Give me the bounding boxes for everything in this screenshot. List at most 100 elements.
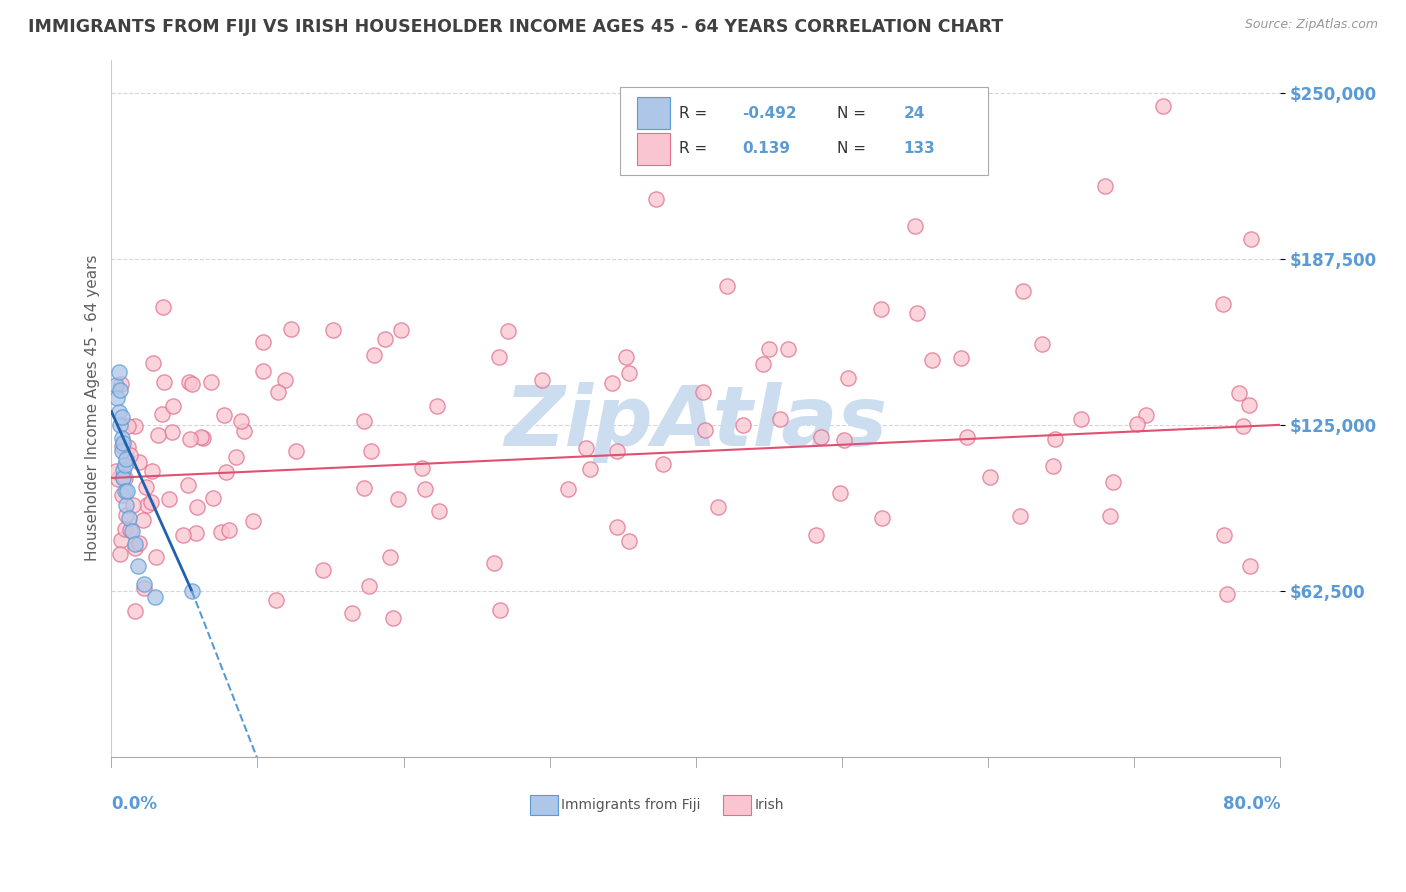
Point bbox=[266, 385, 288, 400]
Point bbox=[162, 399, 184, 413]
Y-axis label: Householder Income Ages 45 - 64 years: Householder Income Ages 45 - 64 years bbox=[86, 255, 100, 561]
Point bbox=[387, 492, 409, 507]
Point bbox=[606, 444, 628, 458]
Point bbox=[118, 448, 141, 462]
Point bbox=[1031, 336, 1053, 351]
Point bbox=[139, 495, 162, 509]
Point bbox=[179, 433, 201, 447]
Point bbox=[184, 525, 207, 540]
Point bbox=[264, 592, 287, 607]
Point bbox=[285, 444, 308, 458]
Point bbox=[1240, 232, 1263, 246]
Point bbox=[117, 484, 139, 499]
Point bbox=[150, 408, 173, 422]
Point bbox=[488, 350, 510, 364]
Point bbox=[107, 365, 129, 379]
Point bbox=[121, 524, 143, 538]
Point bbox=[108, 417, 131, 432]
FancyBboxPatch shape bbox=[620, 87, 988, 175]
Point bbox=[1070, 411, 1092, 425]
Point bbox=[1012, 285, 1035, 299]
Point bbox=[1098, 508, 1121, 523]
Point bbox=[1043, 432, 1066, 446]
Point bbox=[128, 535, 150, 549]
Point bbox=[1094, 178, 1116, 193]
Text: N =: N = bbox=[837, 106, 872, 121]
Text: 80.0%: 80.0% bbox=[1223, 795, 1279, 814]
Point bbox=[617, 366, 640, 380]
Text: Irish: Irish bbox=[754, 798, 783, 813]
Point bbox=[131, 513, 153, 527]
Point bbox=[252, 334, 274, 349]
Point bbox=[1239, 558, 1261, 573]
Point bbox=[378, 550, 401, 565]
Point bbox=[153, 376, 176, 390]
Point bbox=[949, 351, 972, 366]
Point bbox=[810, 430, 832, 444]
Text: 133: 133 bbox=[904, 141, 935, 156]
Text: -0.492: -0.492 bbox=[742, 106, 797, 121]
Point bbox=[120, 524, 142, 538]
Point bbox=[769, 412, 792, 426]
Point bbox=[201, 491, 224, 505]
Point bbox=[111, 488, 134, 502]
Point bbox=[124, 418, 146, 433]
Point bbox=[111, 409, 134, 424]
Text: N =: N = bbox=[837, 141, 872, 156]
Point bbox=[177, 478, 200, 492]
Point bbox=[834, 433, 856, 447]
Point bbox=[575, 441, 598, 455]
Point bbox=[231, 414, 253, 428]
Point bbox=[693, 423, 716, 437]
Point bbox=[731, 418, 754, 433]
Point bbox=[209, 524, 232, 539]
Point bbox=[114, 484, 136, 499]
Point bbox=[186, 500, 208, 514]
Point bbox=[1237, 398, 1260, 412]
Point bbox=[252, 364, 274, 378]
Point bbox=[1042, 459, 1064, 474]
Point bbox=[127, 558, 149, 573]
Point bbox=[340, 606, 363, 620]
Point bbox=[112, 463, 135, 477]
Point bbox=[141, 464, 163, 478]
Point bbox=[828, 485, 851, 500]
Point bbox=[142, 356, 165, 370]
Point bbox=[107, 472, 129, 486]
Point bbox=[104, 378, 127, 392]
Point bbox=[115, 498, 138, 512]
Point bbox=[111, 470, 134, 484]
Point bbox=[111, 439, 134, 453]
Point bbox=[870, 511, 893, 525]
Point bbox=[108, 384, 131, 398]
Point bbox=[617, 533, 640, 548]
Point bbox=[152, 300, 174, 314]
Point bbox=[322, 323, 344, 337]
Point bbox=[114, 471, 136, 485]
Point bbox=[145, 550, 167, 565]
Point bbox=[105, 391, 128, 405]
Point bbox=[225, 450, 247, 465]
Point bbox=[157, 491, 180, 506]
Point bbox=[905, 306, 928, 320]
Point bbox=[280, 322, 302, 336]
Point bbox=[146, 427, 169, 442]
Point bbox=[557, 482, 579, 496]
Point bbox=[111, 431, 134, 445]
Point bbox=[1216, 586, 1239, 600]
Point bbox=[128, 455, 150, 469]
Text: R =: R = bbox=[679, 141, 713, 156]
Point bbox=[904, 219, 927, 233]
Point bbox=[111, 444, 134, 458]
Point bbox=[484, 556, 506, 570]
Point bbox=[218, 523, 240, 537]
Point bbox=[363, 347, 385, 361]
Point bbox=[716, 279, 738, 293]
Point bbox=[312, 563, 335, 577]
Point bbox=[837, 371, 859, 385]
Point bbox=[651, 458, 673, 472]
Point bbox=[117, 440, 139, 454]
Point bbox=[200, 375, 222, 389]
Point bbox=[1212, 527, 1234, 541]
Point bbox=[212, 408, 235, 422]
